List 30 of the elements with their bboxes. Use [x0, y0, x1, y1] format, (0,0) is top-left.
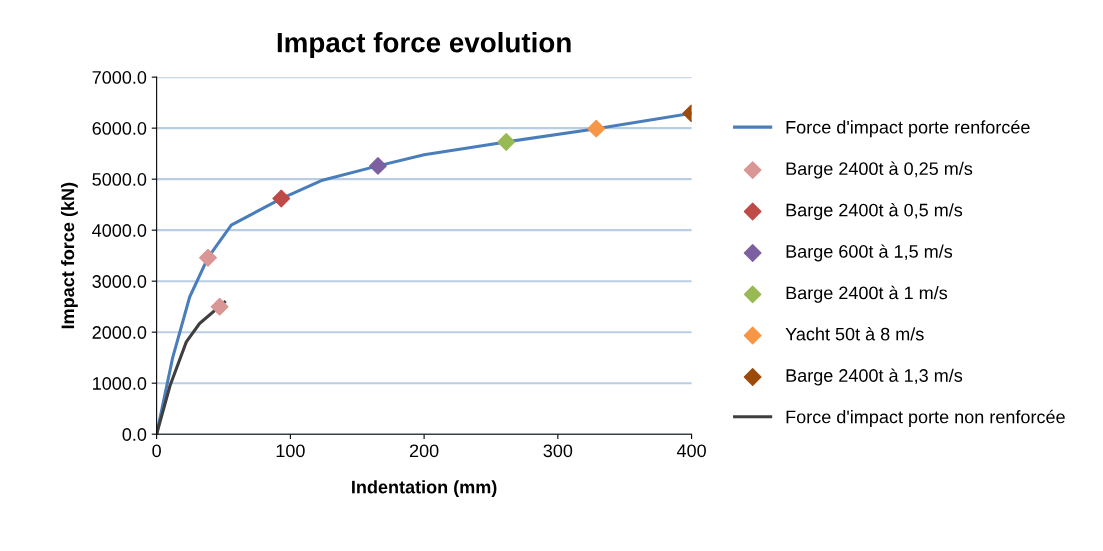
legend-label: Force d'impact porte renforcée — [786, 120, 1030, 138]
x-tick-label: 300 — [543, 444, 573, 458]
legend-label: Barge 2400t à 0,25 m/s — [786, 161, 973, 179]
y-tick-label: 7000.0 — [92, 71, 147, 84]
y-tick-label: 1000.0 — [93, 377, 147, 390]
point — [587, 119, 606, 138]
legend-label: Barge 2400t à 0,5 m/s — [786, 202, 963, 221]
y-tick-label: 0.0 — [122, 428, 147, 441]
y-tick-label: 4000.0 — [92, 224, 147, 237]
legend-label: Force d'impact porte non renforcée — [786, 409, 1065, 427]
point — [369, 156, 387, 175]
legend-label: Barge 2400t à 1,3 m/s — [786, 368, 963, 386]
x-axis-title: Indentation (mm) — [352, 480, 497, 498]
point — [497, 133, 516, 151]
chart-title: Impact force evolution — [277, 32, 571, 58]
x-tick-label: 400 — [676, 444, 706, 458]
x-tick-label: 200 — [409, 444, 439, 458]
y-tick-label: 2000.0 — [92, 326, 147, 339]
point — [272, 189, 291, 208]
x-tick-label: 0 — [152, 444, 161, 458]
point — [199, 248, 217, 267]
x-tick-label: 100 — [276, 444, 305, 458]
legend-label: Barge 2400t à 1 m/s — [786, 285, 948, 303]
legend-label: Yacht 50t à 8 m/s — [785, 327, 924, 341]
legend-label: Barge 600t à 1,5 m/s — [786, 244, 953, 262]
y-tick-label: 5000.0 — [92, 173, 147, 186]
y-axis-title: Impact force (kN) — [60, 182, 78, 329]
y-tick-label: 3000.0 — [92, 275, 147, 288]
y-tick-label: 6000.0 — [92, 122, 147, 135]
point — [210, 297, 229, 316]
